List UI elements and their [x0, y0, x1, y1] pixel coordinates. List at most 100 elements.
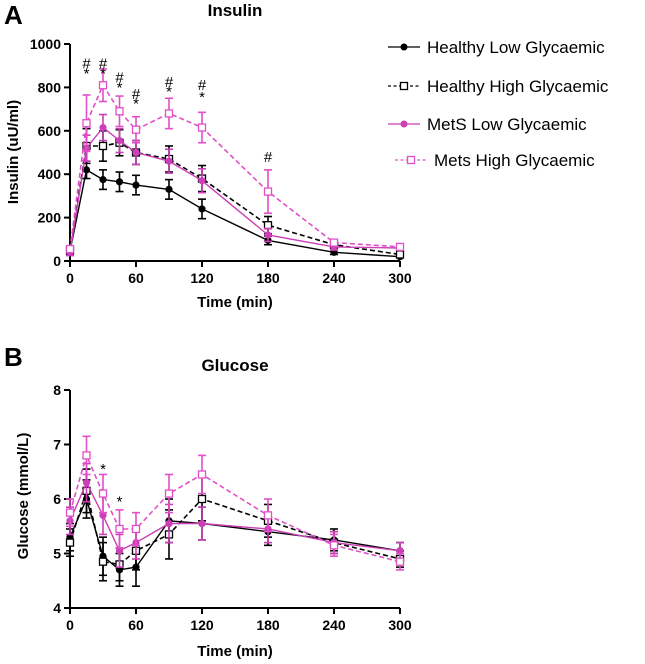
insulin-significance-star: *	[133, 96, 139, 113]
insulin-x-tick-label: 180	[256, 270, 280, 286]
insulin-x-tick-label: 240	[322, 270, 346, 286]
insulin-significance-hash: #	[99, 56, 108, 73]
glucose-series-line-mets-low	[69, 480, 401, 552]
insulin-significance-hash: #	[264, 149, 273, 166]
insulin-x-tick-label: 300	[388, 270, 412, 286]
glucose-point-mets-high	[131, 524, 141, 534]
glucose-x-tick-label: 60	[128, 617, 144, 633]
legend-entry-healthy-high: Healthy High Glycaemic	[388, 77, 609, 96]
legend-label-mets-low: MetS Low Glycaemic	[427, 115, 587, 134]
insulin-x-tick-label: 120	[190, 270, 214, 286]
insulin-chart-title: Insulin	[208, 1, 263, 20]
insulin-point-mets-high	[98, 81, 108, 90]
insulin-significance-hash: #	[82, 56, 91, 73]
insulin-y-tick-label: 1000	[30, 36, 61, 52]
glucose-y-axis-label: Glucose (mmol/L)	[15, 433, 32, 560]
legend-label-healthy-high: Healthy High Glycaemic	[427, 77, 609, 96]
glucose-x-tick-label: 300	[388, 617, 412, 633]
insulin-point-mets-high	[65, 244, 75, 254]
insulin-point-mets-high	[115, 107, 124, 116]
insulin-point-healthy-high	[395, 250, 405, 259]
glucose-point-mets-low	[165, 519, 173, 528]
insulin-point-healthy-low	[99, 176, 107, 184]
glucose-y-tick-label: 7	[53, 437, 61, 453]
glucose-point-mets-high	[329, 541, 339, 550]
legend-label-mets-high: Mets High Glycaemic	[434, 151, 595, 170]
legend-entry-mets-high: Mets High Glycaemic	[395, 151, 595, 170]
insulin-x-axis-label: Time (min)	[197, 294, 273, 311]
glucose-point-mets-low	[198, 519, 206, 528]
insulin-point-mets-high	[164, 109, 174, 118]
glucose-point-healthy-high	[65, 538, 75, 547]
insulin-point-mets-low	[132, 148, 140, 157]
glucose-y-tick-label: 4	[53, 600, 61, 616]
insulin-y-tick-label: 0	[53, 253, 61, 269]
insulin-point-mets-high	[131, 125, 141, 134]
insulin-significance-star: *	[166, 84, 172, 101]
glucose-y-tick-label: 8	[53, 382, 61, 398]
glucose-x-axis-label: Time (min)	[197, 643, 273, 660]
insulin-series-line-mets-low	[69, 126, 401, 253]
legend-label-healthy-low: Healthy Low Glycaemic	[427, 38, 605, 57]
insulin-point-healthy-high	[98, 141, 108, 151]
insulin-point-healthy-high	[263, 221, 273, 230]
insulin-point-healthy-low	[132, 181, 140, 189]
insulin-x-tick-label: 0	[66, 270, 74, 286]
legend-marker-healthy-low	[400, 43, 408, 51]
insulin-significance-hash: #	[132, 86, 141, 103]
glucose-series-line-healthy-high	[69, 487, 401, 566]
glucose-point-mets-high	[395, 557, 405, 566]
insulin-y-tick-label: 800	[38, 79, 62, 95]
insulin-y-axis-label: Insulin (uU/ml)	[5, 100, 22, 204]
glucose-point-mets-high	[65, 508, 75, 517]
legend-marker-healthy-high	[399, 81, 409, 91]
glucose-point-healthy-high	[98, 557, 108, 566]
glucose-point-mets-low	[99, 511, 107, 519]
glucose-point-mets-high	[197, 470, 207, 479]
panel-b-label: B	[4, 342, 23, 372]
insulin-significance-hash: #	[198, 77, 207, 94]
insulin-significance-star: *	[117, 79, 123, 96]
glucose-point-mets-low	[115, 547, 124, 555]
glucose-point-mets-low	[82, 479, 91, 487]
glucose-point-mets-high	[115, 524, 124, 534]
insulin-point-healthy-low	[165, 185, 173, 193]
insulin-point-healthy-low	[115, 178, 124, 186]
glucose-x-tick-label: 240	[322, 617, 346, 633]
insulin-point-mets-low	[99, 123, 107, 132]
glucose-point-mets-high	[98, 489, 108, 498]
insulin-point-mets-low	[198, 177, 206, 185]
insulin-point-mets-low	[165, 157, 173, 165]
legend-marker-mets-high	[406, 155, 416, 165]
glucose-significance-star: *	[117, 494, 123, 511]
insulin-y-tick-label: 200	[38, 210, 62, 226]
insulin-point-healthy-low	[82, 166, 91, 174]
insulin-point-mets-high	[197, 123, 207, 132]
glucose-y-tick-label: 5	[53, 546, 61, 562]
insulin-significance-star: *	[100, 65, 106, 82]
legend-marker-mets-low	[400, 120, 408, 128]
insulin-significance-hash: #	[115, 70, 124, 87]
glucose-significance-star: *	[100, 461, 106, 478]
insulin-significance-hash: #	[165, 74, 174, 91]
legend-entry-mets-low: MetS Low Glycaemic	[388, 115, 587, 134]
glucose-x-tick-label: 120	[190, 617, 214, 633]
glucose-x-tick-label: 0	[66, 617, 74, 633]
insulin-series-line-mets-high	[69, 83, 401, 250]
glucose-point-mets-high	[263, 511, 273, 520]
glucose-x-tick-label: 180	[256, 617, 280, 633]
legend: Healthy Low Glycaemic Healthy High Glyca…	[388, 38, 609, 170]
insulin-point-mets-high	[395, 242, 405, 252]
glucose-point-mets-high	[164, 489, 174, 498]
insulin-significance-star: *	[84, 65, 90, 82]
insulin-series-line-healthy-high	[69, 141, 401, 256]
glucose-point-mets-low	[396, 547, 404, 555]
insulin-point-mets-high	[263, 187, 273, 196]
glucose-chart-title: Glucose	[201, 356, 268, 375]
insulin-point-healthy-low	[198, 205, 206, 213]
panel-a-label: A	[4, 0, 23, 30]
insulin-series-line-healthy-low	[69, 168, 401, 258]
insulin-significance-star: *	[199, 89, 205, 106]
